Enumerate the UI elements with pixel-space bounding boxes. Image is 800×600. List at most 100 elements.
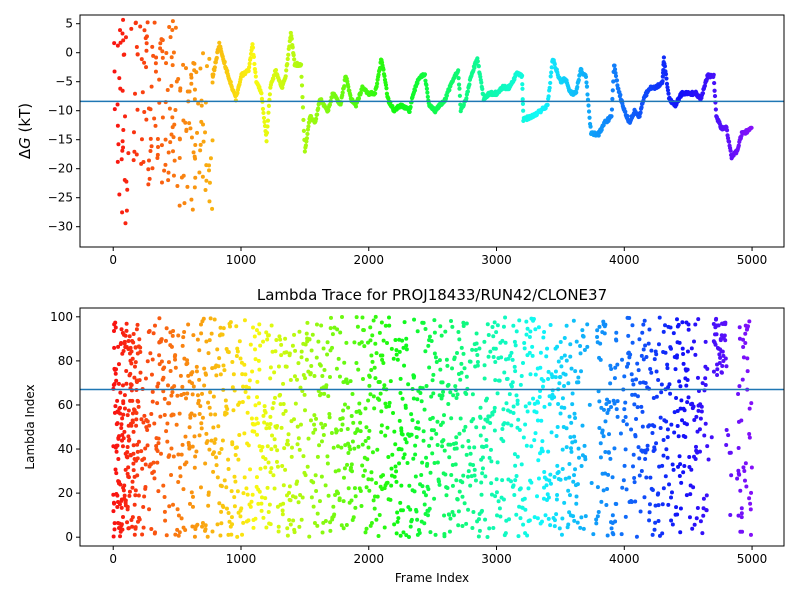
lambda-point: [220, 438, 225, 443]
lambda-point: [704, 493, 709, 498]
lambda-point: [443, 472, 448, 477]
lambda-point: [480, 455, 485, 460]
lambda-point: [118, 411, 123, 416]
lambda-point: [155, 449, 160, 454]
lambda-point: [644, 355, 649, 359]
lambda-point: [242, 362, 247, 367]
lambda-point: [509, 350, 514, 355]
lambda-point: [136, 404, 141, 409]
lambda-point: [449, 472, 454, 477]
lambda-point: [640, 330, 645, 335]
lambda-point: [538, 350, 543, 355]
delta-g-point: [618, 92, 623, 98]
lambda-point: [504, 401, 509, 406]
lambda-point: [743, 331, 748, 336]
lambda-point: [206, 503, 211, 508]
lambda-point: [279, 342, 284, 347]
lambda-point: [507, 392, 512, 397]
lambda-point: [272, 437, 277, 442]
lambda-point: [562, 405, 567, 410]
delta-g-point: [519, 73, 525, 78]
lambda-point: [685, 367, 690, 372]
lambda-point: [194, 449, 199, 454]
delta-g-point: [661, 55, 667, 60]
lambda-point: [430, 415, 435, 420]
lambda-point: [639, 353, 644, 358]
lambda-point: [503, 531, 508, 536]
lambda-point: [207, 338, 212, 343]
delta-g-point: [291, 53, 296, 58]
lambda-point: [574, 501, 579, 506]
lambda-point: [240, 400, 245, 405]
lambda-point: [605, 487, 610, 492]
lambda-point: [122, 493, 127, 498]
lambda-point: [164, 429, 169, 434]
lambda-point: [379, 409, 384, 414]
lambda-point: [191, 384, 196, 389]
lambda-point: [387, 404, 391, 409]
lambda-point: [560, 396, 565, 401]
lambda-point: [241, 384, 246, 389]
lambda-point: [266, 333, 271, 338]
lambda-point: [562, 384, 567, 389]
lambda-point: [241, 491, 246, 496]
lambda-point: [470, 526, 475, 531]
lambda-point: [291, 518, 296, 523]
lambda-point: [145, 359, 150, 364]
lambda-point: [583, 454, 588, 459]
lambda-point: [456, 523, 461, 528]
delta-g-point: [189, 81, 194, 86]
lambda-point: [242, 318, 247, 323]
lambda-point: [157, 362, 162, 367]
lambda-point: [421, 320, 426, 325]
lambda-point: [169, 473, 174, 478]
lambda-point: [139, 449, 144, 454]
lambda-point: [721, 353, 726, 358]
lambda-point: [635, 361, 640, 366]
lambda-point: [363, 438, 368, 443]
delta-g-point: [273, 67, 279, 73]
delta-g-point: [749, 125, 754, 130]
lambda-point: [279, 425, 284, 430]
lambda-point: [724, 427, 729, 432]
lambda-point: [138, 350, 143, 355]
lambda-point: [507, 517, 511, 522]
lambda-point: [277, 334, 282, 339]
lambda-point: [265, 422, 270, 427]
lambda-point: [149, 526, 154, 531]
lambda-point: [117, 434, 122, 439]
lambda-point: [119, 505, 124, 510]
lambda-point: [257, 331, 262, 336]
lambda-point: [739, 515, 744, 520]
lambda-point: [556, 469, 561, 474]
lambda-point: [135, 322, 140, 327]
lambda-point: [298, 422, 303, 427]
lambda-point: [747, 319, 752, 324]
delta-g-point: [118, 28, 123, 33]
lambda-point: [298, 385, 303, 390]
lambda-point: [474, 331, 479, 336]
lambda-point: [329, 430, 334, 435]
lambda-point: [532, 438, 537, 443]
lambda-point: [484, 444, 489, 449]
lambda-point: [190, 494, 195, 499]
lambda-point: [571, 318, 576, 323]
lambda-point: [205, 534, 210, 539]
lambda-point: [253, 516, 258, 521]
delta-g-point: [547, 85, 552, 90]
lambda-point: [401, 345, 406, 350]
lambda-point: [360, 315, 365, 320]
lambda-point: [745, 356, 750, 361]
lambda-point: [516, 534, 521, 539]
lambda-point: [345, 380, 350, 385]
lambda-point: [331, 504, 336, 509]
lambda-point: [325, 454, 330, 459]
lambda-point: [264, 525, 269, 530]
lambda-point: [130, 524, 135, 529]
lambda-point: [405, 461, 410, 466]
delta-g-point: [207, 56, 212, 61]
lambda-point: [431, 391, 436, 396]
delta-g-point: [115, 123, 120, 128]
lambda-point: [118, 534, 123, 539]
lambda-point: [413, 474, 418, 479]
